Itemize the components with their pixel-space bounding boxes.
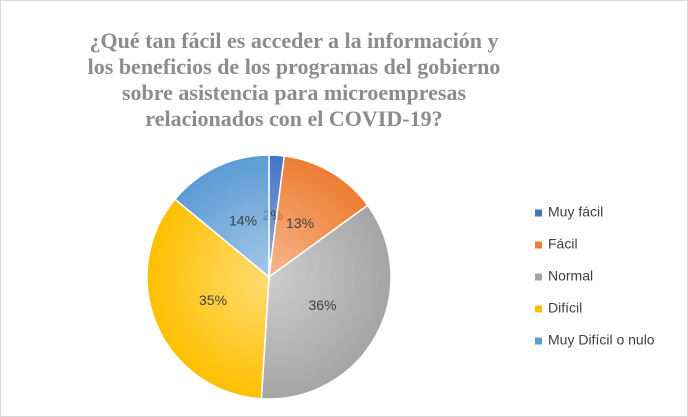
legend-swatch (535, 273, 542, 281)
data-label: 36% (308, 297, 336, 313)
legend-swatch (535, 209, 542, 217)
pie-slice (146, 198, 270, 400)
data-label: 35% (199, 292, 227, 308)
pie-slice (260, 204, 392, 400)
data-label: 14% (229, 213, 257, 229)
legend-label: Normal (548, 268, 593, 284)
legend-label: Fácil (548, 236, 578, 252)
legend-label: Muy Difícil o nulo (548, 332, 655, 348)
chart-title: ¿Qué tan fácil es acceder a la informaci… (87, 28, 501, 131)
legend-label: Difícil (548, 300, 582, 316)
legend-swatch (535, 337, 542, 345)
legend-swatch (535, 241, 542, 249)
pie-slice (268, 155, 369, 279)
legend-label: Muy fácil (548, 204, 603, 220)
pie-slice (173, 154, 270, 279)
legend-swatch (535, 305, 542, 313)
data-label: 13% (286, 215, 314, 231)
